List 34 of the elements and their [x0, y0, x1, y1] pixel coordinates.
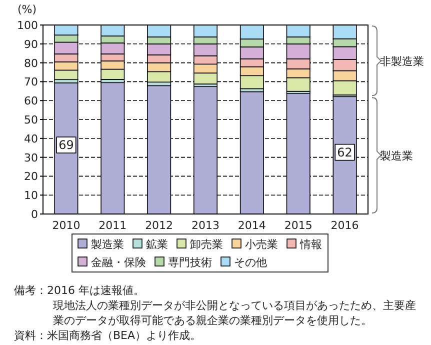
legend-label: 製造業: [91, 238, 124, 251]
y-tick-label: 20: [24, 170, 38, 184]
data-label: 62: [337, 145, 352, 160]
legend-label: その他: [234, 256, 267, 269]
y-tick-label: 70: [24, 76, 38, 89]
legend-label: 情報: [299, 238, 322, 251]
y-tick-label: 10: [24, 189, 38, 202]
legend-label: 小売業: [245, 238, 278, 251]
text: 資料：米国商務省（BEA）より作成。: [14, 328, 202, 343]
text: 現地法人の業種別データが非公開となっている項目があったため、主要産業のデータが取得可能である親企業の業種別データを使用した。: [53, 298, 417, 328]
text: 非製造業: [380, 54, 424, 68]
data-label: 69: [58, 138, 74, 152]
legend-label: 鉱業: [146, 238, 168, 251]
y-tick-label: 60: [24, 94, 38, 108]
text: 備考：2016 年は速報値。: [14, 283, 146, 298]
y-tick-label: 100: [17, 19, 38, 32]
text: 製造業: [380, 149, 413, 162]
y-tick-label: 40: [24, 132, 38, 146]
x-tick-label: 2015: [284, 219, 312, 232]
y-tick-label: 30: [24, 151, 38, 164]
x-tick-label: 2010: [52, 219, 80, 232]
y-axis-title: (%): [17, 3, 37, 16]
legend-label: 金融・保険: [91, 256, 146, 269]
y-tick-label: 90: [24, 38, 38, 51]
legend-label: 専門技術: [168, 256, 212, 269]
y-tick-label: 0: [31, 208, 38, 221]
y-tick-label: 80: [24, 56, 38, 70]
x-tick-label: 2013: [192, 219, 220, 232]
x-tick-label: 2011: [98, 219, 127, 232]
y-tick-label: 50: [24, 114, 38, 126]
x-tick-label: 2014: [238, 219, 266, 232]
x-tick-label: 2016: [330, 219, 359, 232]
x-tick-label: 2012: [145, 219, 174, 232]
legend-label: 卸売業: [190, 238, 223, 251]
